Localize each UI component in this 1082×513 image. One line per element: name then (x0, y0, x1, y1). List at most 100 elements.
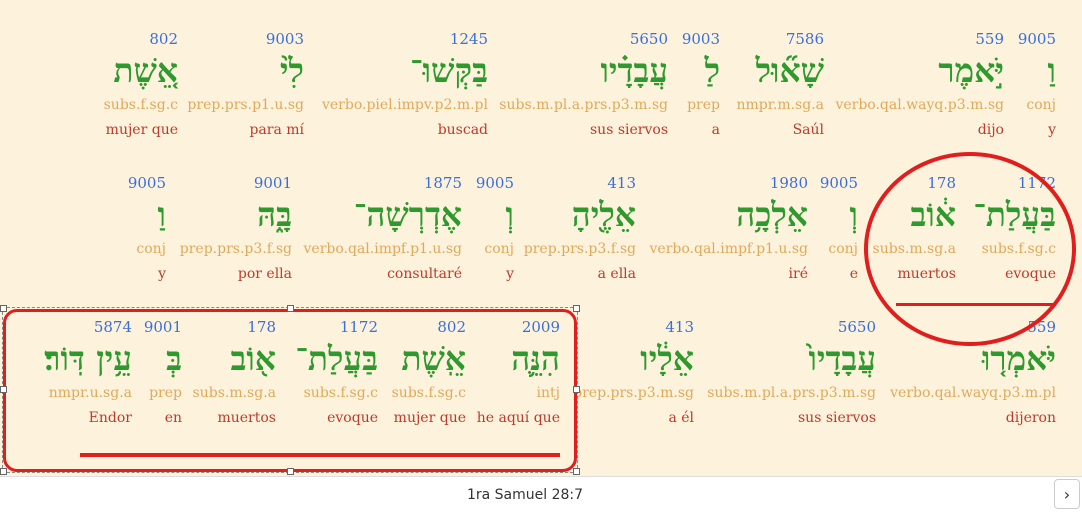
hebrew-word: אֶדְרְשָׁה־ (353, 195, 462, 234)
spanish-gloss: sus siervos (798, 410, 876, 426)
hebrew-word: בְּ (166, 339, 182, 378)
interlinear-word[interactable]: 178 א֖וֹב subs.m.sg.a muertos (193, 316, 276, 430)
strong-number: 9005 (819, 174, 858, 192)
interlinear-word[interactable]: 5650 עֲבָדָ֗יו subs.m.pl.a.prs.p3.m.sg sus … (499, 28, 668, 142)
hebrew-word: בַּעֲלַת־ (295, 339, 378, 378)
interlinear-word[interactable]: 413 אֵלֶ֖יהָ prep.prs.p3.f.sg a ella (524, 172, 636, 286)
morphology-tag: prep.prs.p1.u.sg (187, 97, 304, 113)
resize-handle[interactable] (0, 305, 7, 312)
strong-number: 7586 (785, 30, 824, 48)
resize-handle[interactable] (0, 468, 7, 475)
spanish-gloss: para mí (249, 122, 304, 138)
resize-handle[interactable] (573, 386, 580, 393)
interlinear-word[interactable]: 1172 בַּעֲלַת־ subs.f.sg.c evoque (295, 316, 378, 430)
hebrew-word: עֲבָדָ֗יו (600, 51, 668, 90)
interlinear-word[interactable]: 5650 עֲבָדָיו֙ subs.m.pl.a.prs.p3.m.sg sus … (707, 316, 876, 430)
strong-number: 802 (149, 30, 178, 48)
morphology-tag: subs.m.sg.a (192, 385, 276, 401)
interlinear-word[interactable]: 9003 לַ prep a (682, 28, 720, 142)
strong-number: 9001 (253, 174, 292, 192)
interlinear-word[interactable]: 1875 אֶדְרְשָׁה־ verbo.qal.impf.p1.u.sg con… (304, 172, 463, 286)
interlinear-word[interactable]: 9003 לִ֙י prep.prs.p1.u.sg para mí (187, 28, 304, 142)
spanish-gloss: en (164, 410, 182, 426)
interlinear-word[interactable]: 9001 בְּ prep en (144, 316, 182, 430)
strong-number: 9005 (127, 174, 166, 192)
interlinear-word[interactable]: 9005 וְ conj y (476, 172, 514, 286)
hebrew-word: עֵ֥ין דּֽוֹר׃ (44, 339, 132, 378)
resize-handle[interactable] (287, 305, 294, 312)
morphology-tag: verbo.qal.impf.p1.u.sg (303, 241, 463, 257)
interlinear-word[interactable]: 9005 וַ conj y (1018, 28, 1056, 142)
morphology-tag: nmpr.m.sg.a (736, 97, 824, 113)
strong-number: 9001 (143, 318, 182, 336)
spanish-gloss: Endor (88, 410, 132, 426)
spanish-gloss: a ella (597, 266, 636, 282)
interlinear-word[interactable]: 413 אֵלָ֔יו prep.prs.p3.m.sg a él (573, 316, 694, 430)
hebrew-word: לַ (704, 51, 720, 90)
next-verse-button[interactable]: › (1054, 479, 1080, 509)
morphology-tag: conj (1026, 97, 1056, 113)
interlinear-word[interactable]: 559 יֹּאמְר֤וּ verbo.qal.wayq.p3.m.pl dijer… (890, 316, 1056, 430)
hebrew-word: וַ (1047, 51, 1056, 90)
morphology-tag: subs.m.pl.a.prs.p3.m.sg (707, 385, 876, 401)
resize-handle[interactable] (0, 386, 7, 393)
morphology-tag: prep.prs.p3.m.sg (573, 385, 694, 401)
interlinear-word[interactable]: 559 יֹּ֣אמֶר verbo.qal.wayq.p3.m.sg dijo (835, 28, 1004, 142)
strong-number: 559 (975, 30, 1004, 48)
spanish-gloss: a (711, 122, 720, 138)
spanish-gloss: muertos (217, 410, 276, 426)
interlinear-word[interactable]: 1980 אֵלְכָ֥ה verbo.qal.impf.p1.u.sg iré (650, 172, 809, 286)
strong-number: 5650 (837, 318, 876, 336)
hebrew-word: וְ (505, 195, 514, 234)
morphology-tag: verbo.qal.impf.p1.u.sg (649, 241, 809, 257)
hebrew-word: יֹּ֣אמֶר (938, 51, 1004, 90)
spanish-gloss: mujer que (393, 410, 466, 426)
morphology-tag: nmpr.u.sg.a (48, 385, 132, 401)
resize-handle[interactable] (573, 468, 580, 475)
hebrew-word: אֵֽשֶׁת (401, 339, 466, 378)
interlinear-word[interactable]: 9005 וַ conj y (128, 172, 166, 286)
strong-number: 1875 (423, 174, 462, 192)
interlinear-word[interactable]: 9005 וְ conj e (820, 172, 858, 286)
hebrew-word: אֵלְכָ֥ה (736, 195, 808, 234)
morphology-tag: prep (149, 385, 182, 401)
spanish-gloss: dijo (977, 122, 1004, 138)
interlinear-word[interactable]: 2009 הִנֵּ֛ה intj he aquí que (477, 316, 560, 430)
hebrew-word: אֵ֚שֶׁת (113, 51, 178, 90)
spanish-gloss: a él (668, 410, 694, 426)
hebrew-word: וַ (157, 195, 166, 234)
spanish-gloss: consultaré (387, 266, 462, 282)
red-box-annotation (3, 309, 577, 472)
strong-number: 1980 (769, 174, 808, 192)
morphology-tag: subs.f.sg.c (391, 385, 466, 401)
resize-handle[interactable] (573, 305, 580, 312)
spanish-gloss: Saúl (792, 122, 824, 138)
spanish-gloss: buscad (437, 122, 488, 138)
spanish-gloss: dijeron (1005, 410, 1056, 426)
hebrew-word: הִנֵּ֛ה (511, 339, 560, 378)
morphology-tag: verbo.piel.impv.p2.m.pl (321, 97, 488, 113)
interlinear-word[interactable]: 9001 בָּ֑הּ prep.prs.p3.f.sg por ella (180, 172, 292, 286)
morphology-tag: intj (536, 385, 560, 401)
morphology-tag: prep.prs.p3.f.sg (179, 241, 292, 257)
spanish-gloss: iré (788, 266, 808, 282)
spanish-gloss: por ella (237, 266, 292, 282)
spanish-gloss: mujer que (105, 122, 178, 138)
strong-number: 802 (437, 318, 466, 336)
interlinear-word[interactable]: 5874 עֵ֥ין דּֽוֹר׃ nmpr.u.sg.a Endor (44, 316, 132, 430)
morphology-tag: conj (136, 241, 166, 257)
interlinear-word[interactable]: 7586 שָׁא֞וּל nmpr.m.sg.a Saúl (736, 28, 824, 142)
resize-handle[interactable] (287, 468, 294, 475)
spanish-gloss: y (506, 266, 514, 282)
interlinear-word[interactable]: 802 אֵ֚שֶׁת subs.f.sg.c mujer que (104, 28, 178, 142)
hebrew-word: שָׁא֞וּל (755, 51, 824, 90)
interlinear-word[interactable]: 1245 בַּקְּשׁוּ־ verbo.piel.impv.p2.m.pl bu… (322, 28, 488, 142)
interlinear-word[interactable]: 802 אֵֽשֶׁת subs.f.sg.c mujer que (392, 316, 466, 430)
morphology-tag: conj (828, 241, 858, 257)
verse-reference: 1ra Samuel 28:7 (466, 487, 584, 503)
hebrew-word: אֵלָ֔יו (640, 339, 694, 378)
interlinear-view: 9005 וַ conj y 559 יֹּ֣אמֶר verbo.qal.wayq.p3.… (44, 28, 1056, 430)
strong-number: 5874 (93, 318, 132, 336)
red-underline-annotation (896, 303, 1056, 306)
hebrew-word: וְ (849, 195, 858, 234)
